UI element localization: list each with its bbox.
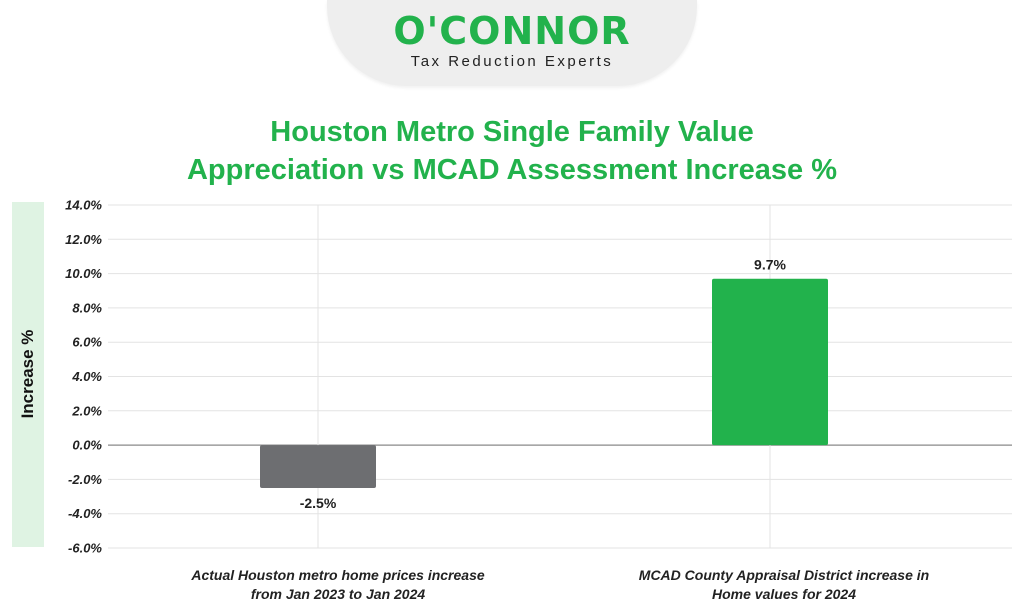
y-tick-label: -2.0% [68, 472, 102, 487]
chart-title-line-1: Houston Metro Single Family Value [270, 116, 754, 148]
y-tick-label: 10.0% [65, 266, 102, 281]
y-tick-label: -4.0% [68, 506, 102, 521]
y-tick-label: 14.0% [65, 198, 102, 213]
brand-tagline: Tax Reduction Experts [410, 53, 614, 70]
category-label-mcad-line-1: MCAD County Appraisal District increase … [638, 567, 930, 583]
data-label-mcad-increase: 9.7% [754, 257, 786, 273]
y-tick-label: -6.0% [68, 541, 102, 556]
brand-logo: O'CONNOR [393, 9, 631, 53]
data-label-actual-houston: -2.5% [300, 495, 337, 511]
category-label-actual-line-1: Actual Houston metro home prices increas… [191, 567, 485, 583]
category-label-actual-line-2: from Jan 2023 to Jan 2024 [250, 586, 426, 602]
bar-mcad-increase [712, 278, 828, 446]
y-tick-label: 4.0% [71, 369, 102, 384]
logo-banner: O'CONNOR Tax Reduction Experts [327, 0, 697, 86]
y-tick-label: 0.0% [72, 438, 102, 453]
category-label-actual: Actual Houston metro home prices increas… [158, 566, 518, 604]
y-tick-label: 6.0% [72, 335, 102, 350]
y-tick-label: 8.0% [72, 300, 102, 315]
bar-actual-houston [260, 445, 376, 488]
chart-title-line-2: Appreciation vs MCAD Assessment Increase… [186, 154, 838, 186]
y-tick-label: 2.0% [71, 403, 102, 418]
category-label-mcad: MCAD County Appraisal District increase … [604, 566, 964, 604]
y-tick-label: 12.0% [65, 232, 102, 247]
category-label-mcad-line-2: Home values for 2024 [712, 586, 856, 602]
y-axis-label-band [12, 202, 44, 547]
